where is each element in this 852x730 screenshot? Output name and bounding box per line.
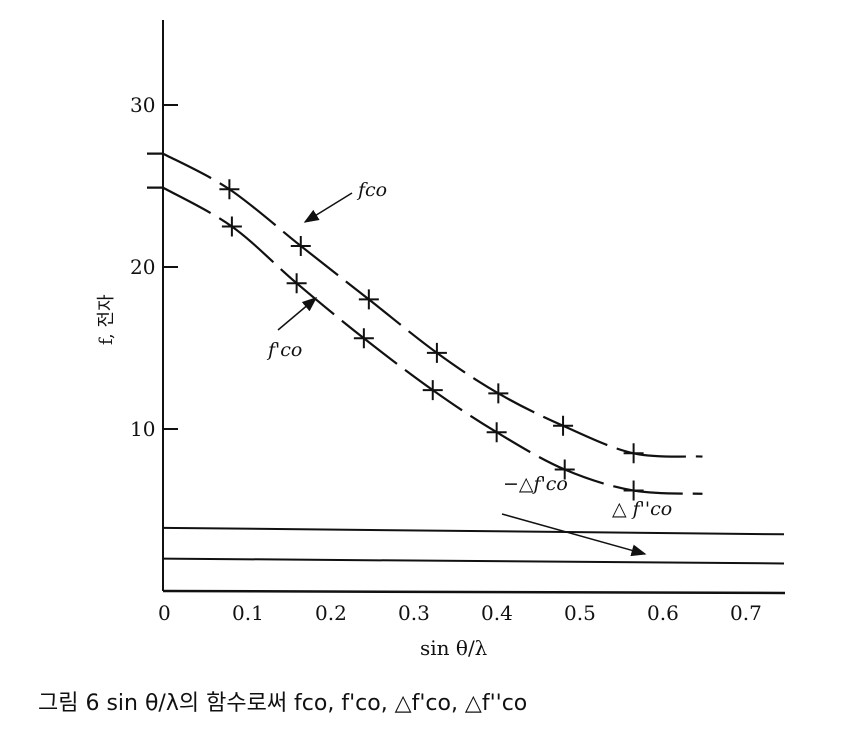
arrow-fco	[303, 192, 353, 223]
data-point-marker	[358, 289, 379, 310]
data-point-marker	[554, 459, 575, 480]
y-tick-label: 30	[130, 93, 155, 117]
label-fco: fco	[356, 179, 387, 201]
x-tick-label: 0.6	[647, 601, 679, 625]
arrow-delta-fpco	[501, 513, 647, 557]
x-tick-label: 0.2	[315, 601, 347, 625]
series-line-3	[162, 557, 785, 565]
data-point-marker	[290, 235, 311, 256]
data-point-marker	[286, 273, 307, 294]
data-point-marker	[219, 179, 240, 200]
data-point-marker	[221, 216, 242, 237]
x-axis	[162, 589, 786, 595]
x-tick-label: 0.1	[232, 601, 264, 625]
series-line-1	[147, 186, 703, 495]
y-tick-label: 10	[130, 417, 155, 441]
data-point-marker	[353, 328, 374, 349]
figure-caption: 그림 6 sin θ/λ의 함수로써 fco, f'co, △f'co, △f'…	[38, 691, 528, 716]
y-tick-label: 20	[130, 255, 155, 279]
label-fpco: f'co	[266, 339, 302, 361]
data-point-marker	[486, 422, 507, 443]
data-point-marker	[422, 380, 443, 401]
data-point-marker	[623, 480, 644, 501]
data-point-marker	[426, 342, 447, 363]
data-point-marker	[488, 383, 509, 404]
x-tick-label: 0.3	[398, 601, 430, 625]
y-axis-label: f, 전자	[96, 294, 117, 345]
data-point-marker	[623, 443, 644, 464]
arrow-fpco	[277, 297, 318, 331]
x-tick-label: 0.7	[730, 601, 762, 625]
x-tick-label: 0.4	[481, 601, 513, 625]
label-delta-fppco: △ f''co	[612, 498, 672, 520]
series-line-2	[162, 526, 785, 536]
label-minus-delta-fpco: −△f'co	[503, 473, 568, 495]
x-axis-label: sin θ/λ	[420, 636, 488, 660]
x-tick-label: 0.5	[564, 601, 596, 625]
series-line-0	[147, 152, 703, 458]
x-tick-label: 0	[158, 601, 171, 625]
data-point-marker	[553, 415, 574, 436]
chart: 0 0.1 0.2 0.3 0.4 0.5 0.6 0.7 10 20 30 sin θ/λ f, …	[96, 20, 786, 660]
